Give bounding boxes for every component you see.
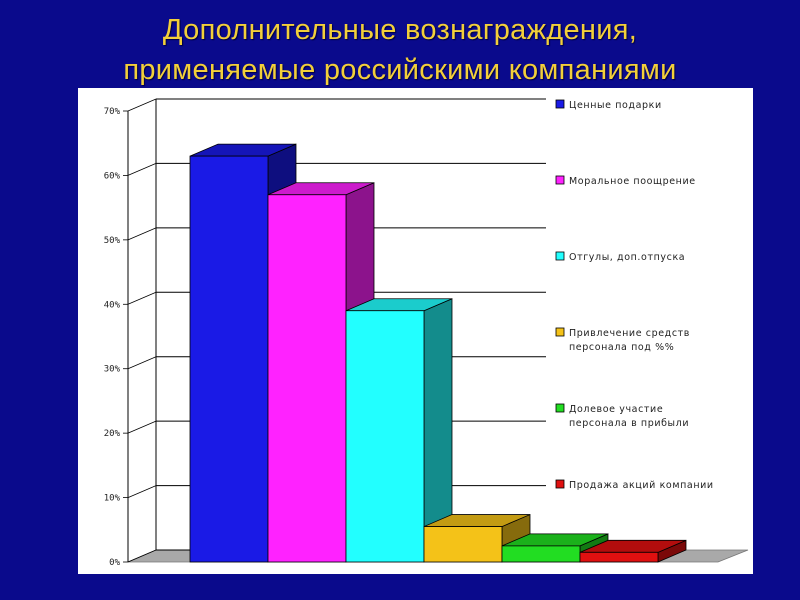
bar [267,194,347,563]
bar [345,310,425,563]
gridline-depth [127,163,157,176]
legend-label: Привлечение средств персонала под %% [569,328,690,353]
slide-title: Дополнительные вознаграждения, применяем… [0,10,800,90]
chart-panel: 0% 10% 20% 30% 40% 50% 60% 70% Ценные подарки Мор… [78,88,753,574]
legend-label: Отгулы, доп.отпуска [569,252,685,263]
y-tick-label: 40% [104,300,121,310]
gridline-depth [127,291,157,305]
y-tick-label: 70% [104,107,121,117]
bar [579,551,659,563]
legend-swatch [555,403,565,413]
slide-title-line-2: применяемые российскими компаниями [123,54,677,86]
legend-swatch [555,175,565,185]
legend-swatch [555,251,565,261]
slide-title-line-1: Дополнительные вознаграждения, [162,14,638,46]
y-tick-label: 0% [109,558,120,568]
bar-chart: 0% 10% 20% 30% 40% 50% 60% 70% Ценные подарки Мор… [104,98,749,568]
legend-swatch [555,479,565,489]
legend-swatch [555,99,565,109]
y-tick-label: 20% [104,429,121,439]
y-tick-label: 60% [104,171,121,181]
bar [423,526,503,563]
gridline-depth [127,420,157,434]
bar [189,155,269,563]
gridline-depth [127,485,157,498]
legend-label: Долевое участие персонала в прибыли [569,404,689,429]
legend-swatch [555,327,565,337]
gridline-depth [127,227,157,241]
y-tick-label: 50% [104,236,121,246]
y-tick-label: 10% [104,494,121,504]
legend-label: Продажа акций компании [569,480,714,491]
y-tick-label: 30% [104,365,121,375]
gridline-depth [127,356,157,370]
gridline-depth [127,98,157,112]
bar [501,545,581,563]
legend-label: Моральное поощрение [569,176,696,187]
gridline-depth [127,549,157,563]
legend-label: Ценные подарки [569,100,662,111]
